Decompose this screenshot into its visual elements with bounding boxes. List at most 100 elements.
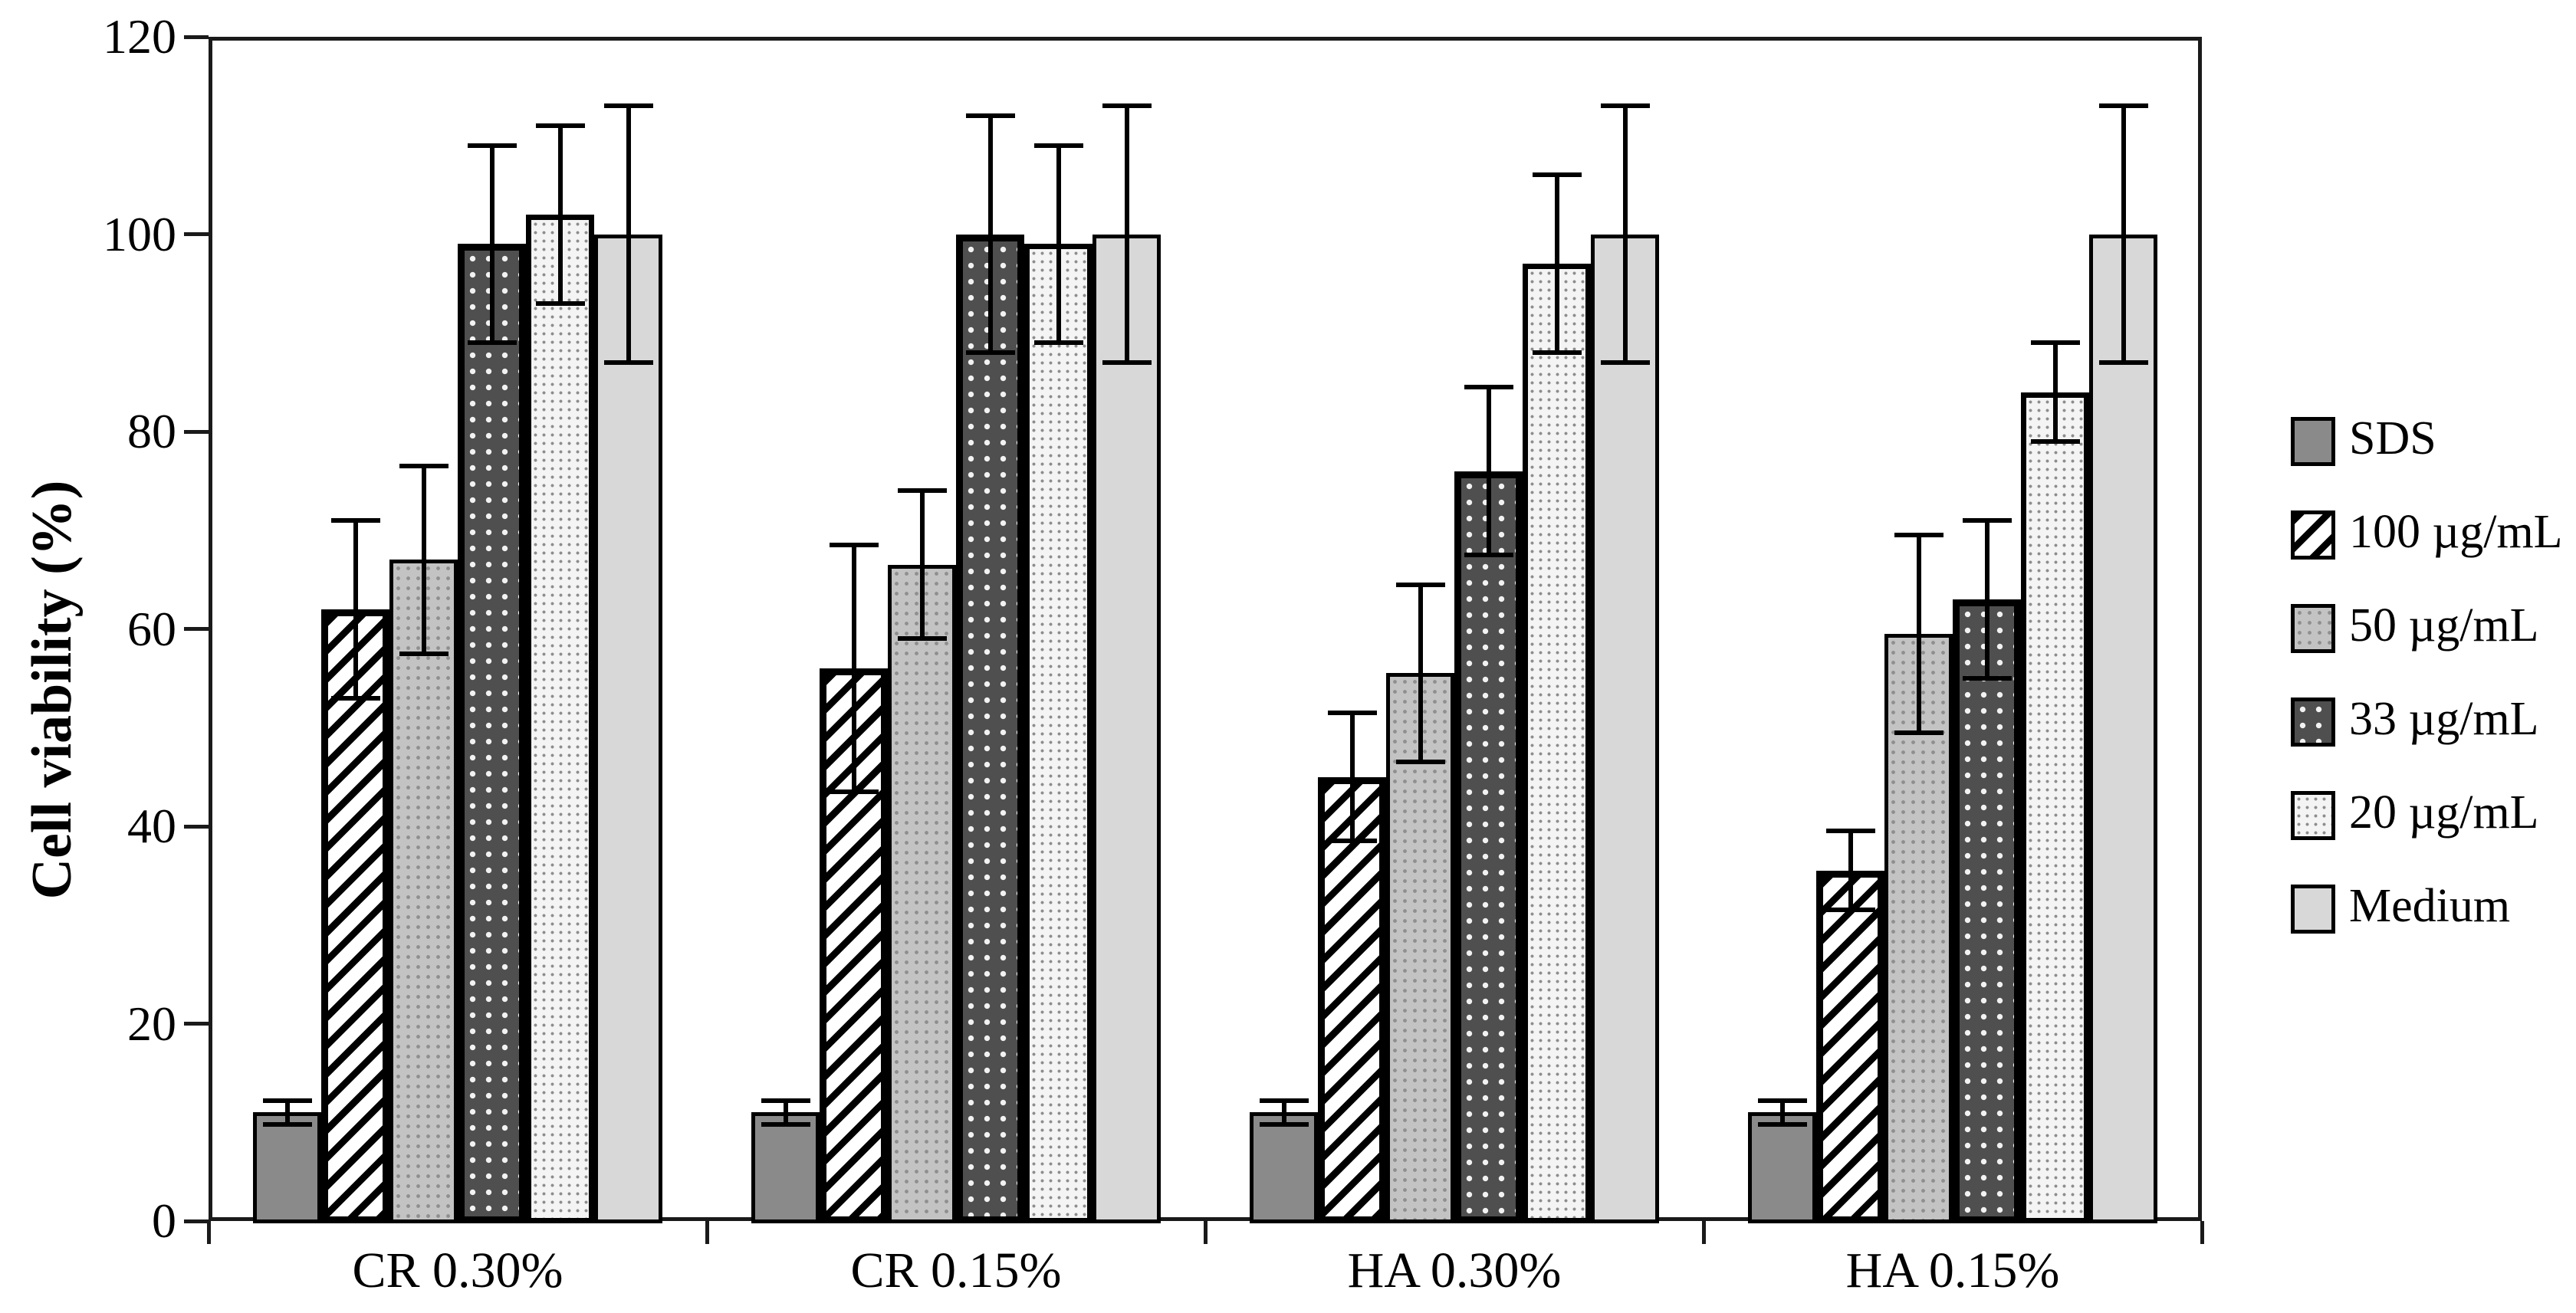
- error-cap-high-medium-1: [1102, 103, 1152, 109]
- error-cap-low-sds-2: [1259, 1121, 1309, 1127]
- y-tick-mark-60: [184, 627, 209, 631]
- error-cap-low-20-1: [1033, 340, 1083, 346]
- bar-33-cr-0.30-: [458, 244, 526, 1223]
- y-tick-mark-80: [184, 429, 209, 434]
- bar-100-ha-0.30-: [1318, 776, 1386, 1223]
- error-cap-high-sds-2: [1259, 1098, 1309, 1103]
- legend-label-medium: Medium: [2349, 880, 2511, 932]
- error-cap-high-sds-0: [262, 1098, 312, 1103]
- y-tick-mark-100: [184, 232, 209, 236]
- bar-20-cr-0.30-: [526, 214, 594, 1223]
- y-tick-mark-0: [184, 1219, 209, 1223]
- error-cap-high-sds-1: [761, 1098, 810, 1103]
- error-cap-low-100-1: [829, 789, 879, 794]
- error-cap-low-medium-3: [2098, 359, 2148, 365]
- bar-medium-ha-0.15-: [2089, 234, 2157, 1223]
- y-tick-label-120: 120: [103, 9, 176, 64]
- error-cap-high-medium-3: [2098, 103, 2148, 109]
- error-cap-high-medium-2: [1600, 103, 1650, 109]
- error-cap-low-33-0: [467, 340, 517, 346]
- error-bar-100-0: [353, 520, 358, 698]
- error-bar-100-1: [851, 545, 856, 792]
- y-tick-label-20: 20: [127, 996, 176, 1051]
- bar-50-cr-0.30-: [389, 560, 458, 1223]
- error-cap-low-33-1: [965, 350, 1015, 355]
- error-bar-50-3: [1916, 535, 1921, 733]
- error-cap-high-100-2: [1327, 710, 1377, 715]
- error-cap-low-50-0: [399, 651, 449, 656]
- error-bar-100-2: [1349, 712, 1355, 842]
- bar-33-cr-0.15-: [956, 234, 1024, 1223]
- y-tick-label-100: 100: [103, 206, 176, 261]
- error-cap-low-medium-2: [1600, 359, 1650, 365]
- error-cap-low-100-3: [1825, 908, 1875, 913]
- error-bar-sds-3: [1779, 1100, 1785, 1124]
- bar-sds-cr-0.30-: [253, 1112, 321, 1223]
- bar-medium-cr-0.15-: [1092, 234, 1161, 1223]
- legend-swatch-sds-icon: [2291, 417, 2335, 466]
- bar-20-cr-0.15-: [1024, 244, 1092, 1223]
- legend-swatch-100-icon: [2291, 510, 2335, 560]
- bar-medium-ha-0.30-: [1591, 234, 1659, 1223]
- error-bar-medium-3: [2121, 106, 2126, 363]
- legend-label-20: 20 µg/mL: [2349, 786, 2539, 839]
- bar-100-ha-0.15-: [1816, 870, 1884, 1223]
- error-cap-high-33-3: [1962, 517, 2012, 523]
- y-tick-mark-120: [184, 34, 209, 39]
- error-cap-low-33-3: [1962, 675, 2012, 681]
- category-label-ha-0.30-: HA 0.30%: [1347, 1242, 1562, 1298]
- error-cap-low-100-2: [1327, 839, 1377, 844]
- legend-swatch-33-icon: [2291, 698, 2335, 747]
- bar-20-ha-0.15-: [2021, 392, 2089, 1223]
- bar-sds-ha-0.15-: [1748, 1112, 1816, 1223]
- error-bar-medium-1: [1124, 106, 1129, 363]
- error-cap-low-20-3: [2030, 438, 2080, 444]
- error-bar-sds-2: [1281, 1100, 1286, 1124]
- error-bar-50-2: [1418, 584, 1423, 763]
- error-cap-high-100-1: [829, 543, 879, 548]
- legend-label-50: 50 µg/mL: [2349, 599, 2539, 652]
- y-tick-label-80: 80: [127, 404, 176, 458]
- error-bar-33-2: [1486, 387, 1491, 555]
- error-cap-high-20-1: [1033, 143, 1083, 148]
- x-tick-mark-1: [705, 1221, 709, 1244]
- error-bar-100-3: [1848, 831, 1853, 911]
- error-bar-sds-0: [284, 1100, 290, 1124]
- bar-33-ha-0.30-: [1454, 471, 1523, 1223]
- error-cap-high-50-1: [897, 488, 947, 494]
- category-label-cr-0.30-: CR 0.30%: [352, 1242, 564, 1298]
- error-cap-high-33-0: [467, 143, 517, 148]
- x-tick-mark-3: [1701, 1221, 1706, 1244]
- error-bar-medium-0: [626, 106, 631, 363]
- bar-medium-cr-0.30-: [594, 234, 662, 1223]
- category-label-cr-0.15-: CR 0.15%: [850, 1242, 1062, 1298]
- error-bar-medium-2: [1622, 106, 1628, 363]
- error-cap-low-medium-0: [603, 359, 653, 365]
- error-cap-low-33-2: [1464, 552, 1513, 557]
- error-bar-50-0: [421, 466, 426, 654]
- error-cap-high-50-0: [399, 464, 449, 469]
- error-bar-sds-1: [783, 1100, 788, 1124]
- y-tick-label-60: 60: [127, 601, 176, 656]
- x-tick-mark-2: [1203, 1221, 1208, 1244]
- error-cap-low-20-2: [1532, 350, 1582, 355]
- error-bar-33-0: [489, 145, 495, 343]
- error-cap-low-medium-1: [1102, 359, 1152, 365]
- error-cap-low-50-1: [897, 636, 947, 642]
- error-cap-high-20-2: [1532, 172, 1582, 178]
- legend-swatch-medium-icon: [2291, 885, 2335, 934]
- bar-50-ha-0.30-: [1386, 673, 1454, 1223]
- error-cap-high-medium-0: [603, 103, 653, 109]
- error-cap-low-sds-0: [262, 1121, 312, 1127]
- error-bar-20-0: [557, 125, 563, 304]
- bar-100-cr-0.30-: [321, 609, 389, 1223]
- bar-sds-cr-0.15-: [751, 1112, 820, 1223]
- legend-label-sds: SDS: [2349, 412, 2436, 464]
- error-cap-low-100-0: [330, 695, 380, 701]
- x-tick-mark-0: [206, 1221, 211, 1244]
- legend-label-100: 100 µg/mL: [2349, 506, 2563, 558]
- error-cap-high-33-2: [1464, 385, 1513, 390]
- error-cap-high-50-3: [1894, 533, 1944, 538]
- error-bar-20-3: [2052, 343, 2058, 441]
- error-cap-low-50-3: [1894, 730, 1944, 735]
